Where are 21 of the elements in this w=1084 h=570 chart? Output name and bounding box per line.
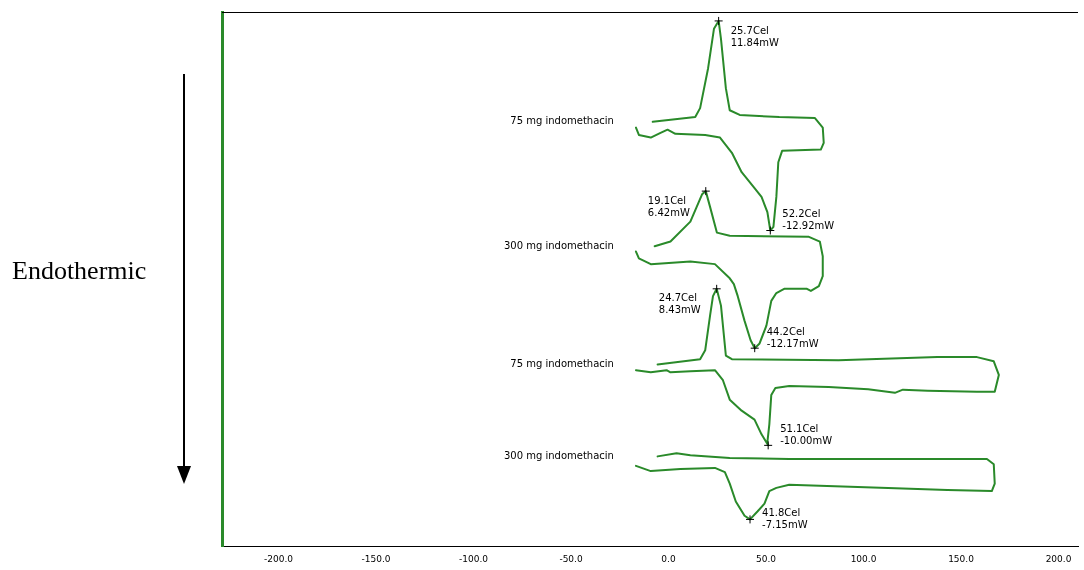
annotation: 51.1Cel -10.00mW [780, 422, 833, 446]
text: 300 mg indomethacin [503, 239, 614, 251]
x-tick-label: 200.0 [1045, 553, 1072, 564]
annotation: 19.1Cel 6.42mW [647, 194, 690, 218]
annotation: 24.7Cel 8.43mW [658, 292, 701, 316]
x-tick-label: -150.0 [361, 553, 391, 564]
annotation: 41.8Cel -7.15mW [762, 507, 808, 530]
text: 75 mg indomethacin [510, 115, 614, 127]
annotation: 25.7Cel 11.84mW [730, 24, 780, 48]
x-tick-label: 100.0 [850, 553, 877, 564]
x-tick-label: 50.0 [755, 553, 777, 564]
text: 75 mg indomethacin [510, 358, 614, 370]
x-tick-label: -200.0 [264, 553, 294, 564]
x-tick-label: -100.0 [459, 553, 489, 564]
x-tick-label: -50.0 [559, 553, 583, 564]
annotation: 52.2Cel -12.92mW [782, 208, 835, 232]
text: 300 mg indomethacin [503, 449, 614, 461]
text: Endothermic [12, 256, 147, 286]
annotation: 44.2Cel -12.17mW [766, 325, 819, 349]
x-tick-label: 0.0 [661, 553, 676, 564]
x-tick-label: 150.0 [948, 553, 975, 564]
